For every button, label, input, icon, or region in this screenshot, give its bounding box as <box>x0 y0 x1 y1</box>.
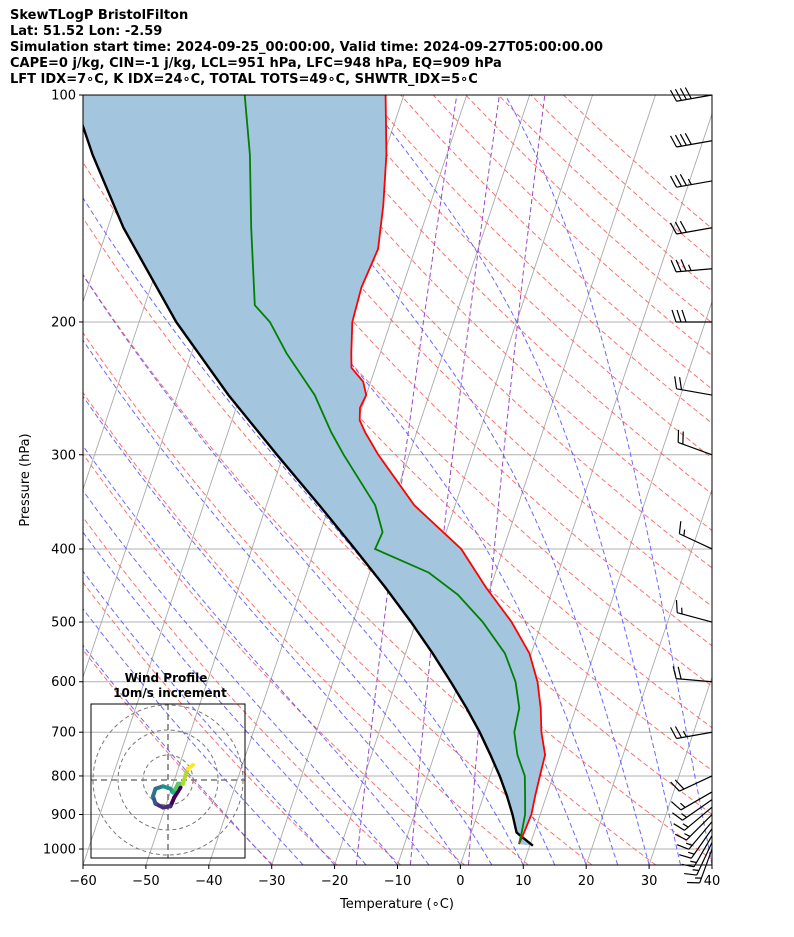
wind-barb <box>679 828 713 859</box>
wind-barb <box>669 87 713 102</box>
dry-adiabat-line <box>172 95 712 647</box>
moist-adiabat-line <box>83 395 461 865</box>
wind-barb <box>671 309 712 323</box>
isotherm-line <box>522 300 712 865</box>
dry-adiabat-line <box>83 107 712 772</box>
wind-barb <box>681 835 713 868</box>
dry-adiabat-line <box>335 95 712 459</box>
moist-adiabat-line <box>504 95 712 865</box>
cin-shading <box>83 95 546 846</box>
y-tick-label: 400 <box>51 542 76 557</box>
y-tick-label: 500 <box>51 616 76 631</box>
index-info: LFT IDX=7∘C, K IDX=24∘C, TOTAL TOTS=49∘C… <box>10 72 478 87</box>
dry-adiabat-line <box>367 95 712 424</box>
wind-barb <box>669 726 713 740</box>
inset-title: Wind Profile <box>125 671 208 685</box>
x-axis-label: Temperature (∘C) <box>339 897 454 912</box>
wind-barb <box>669 174 713 188</box>
isotherm-line <box>83 95 153 304</box>
wind-profile-inset: Wind Profile 10m/s increment <box>90 671 246 859</box>
moist-adiabat-line <box>83 339 493 865</box>
wind-barb <box>673 806 713 831</box>
hodograph-segment <box>186 763 195 771</box>
isotherm-line <box>711 863 712 865</box>
wind-barb <box>669 220 713 235</box>
inset-subtitle: 10m/s increment <box>113 686 227 700</box>
x-tick-label: 30 <box>641 874 658 889</box>
moist-adiabat-line <box>83 570 335 865</box>
dewpoint-line <box>243 95 526 845</box>
wind-barb <box>669 133 713 148</box>
wind-barb <box>678 521 713 550</box>
y-tick-label: 100 <box>51 89 76 104</box>
time-info: Simulation start time: 2024-09-25_00:00:… <box>10 40 603 55</box>
dry-adiabat-line <box>530 95 712 260</box>
station-title: SkewTLogP BristolFilton <box>10 8 189 23</box>
moist-adiabat-line <box>83 607 304 865</box>
x-tick-label: 40 <box>704 874 721 889</box>
temperature-line <box>350 95 547 845</box>
x-tick-label: 20 <box>578 874 595 889</box>
wind-barb <box>684 842 713 876</box>
x-tick-label: −20 <box>321 874 348 889</box>
x-tick-label: −40 <box>195 874 222 889</box>
lat-lon: Lat: 51.52 Lon: -2.59 <box>10 24 163 39</box>
dry-adiabat-line <box>563 95 712 230</box>
wind-barb <box>670 259 713 273</box>
wind-barb <box>670 791 713 811</box>
x-tick-label: −10 <box>384 874 411 889</box>
isotherm-line <box>334 95 593 865</box>
wind-barb <box>671 799 713 821</box>
dry-adiabat-line <box>83 391 529 865</box>
dry-adiabat-line <box>83 581 338 865</box>
y-tick-label: 900 <box>51 808 76 823</box>
dry-adiabat-line <box>83 648 274 865</box>
dry-adiabat-line <box>139 95 712 687</box>
moist-adiabat-line <box>83 644 273 865</box>
dry-adiabat-line <box>83 273 657 865</box>
y-tick-label: 600 <box>51 675 76 690</box>
parcel-line <box>83 122 534 847</box>
dry-adiabat-line <box>204 95 712 608</box>
cape-info: CAPE=0 j/kg, CIN=-1 j/kg, LCL=951 hPa, L… <box>10 56 502 71</box>
wind-barb <box>676 821 713 850</box>
x-tick-label: −50 <box>132 874 159 889</box>
y-tick-label: 300 <box>51 448 76 463</box>
moist-adiabat-line <box>362 95 681 865</box>
y-tick-label: 800 <box>51 769 76 784</box>
dry-adiabat-line <box>83 453 465 865</box>
wind-barb <box>674 376 713 396</box>
wind-barb <box>675 600 713 623</box>
inset-frame <box>90 703 246 859</box>
y-tick-label: 700 <box>51 726 76 741</box>
wind-barb <box>670 775 713 792</box>
wind-barb <box>674 814 713 841</box>
moist-adiabat-line <box>147 95 619 865</box>
x-tick-label: −30 <box>258 874 285 889</box>
x-tick-label: −60 <box>69 874 96 889</box>
y-tick-label: 1000 <box>43 843 76 858</box>
isotherm-line <box>585 488 712 865</box>
dry-adiabat-line <box>400 95 712 390</box>
isotherm-line <box>83 95 90 116</box>
moist-adiabat-line <box>83 274 524 865</box>
y-axis-label: Pressure (hPa) <box>18 433 33 526</box>
wind-barb <box>677 429 713 456</box>
wind-barb <box>687 848 713 884</box>
y-tick-label: 200 <box>51 315 76 330</box>
isotherm-line <box>648 675 712 865</box>
x-tick-label: 0 <box>456 874 464 889</box>
moist-adiabat-line <box>83 445 430 865</box>
chart-header: SkewTLogP BristolFilton Lat: 51.52 Lon: … <box>10 8 603 88</box>
isotherm-line <box>397 95 656 865</box>
dry-adiabat-line <box>237 95 712 569</box>
dry-adiabat-line <box>83 331 593 865</box>
x-tick-label: 10 <box>515 874 532 889</box>
wind-barb <box>672 666 713 683</box>
mixing-ratio-line <box>409 95 500 865</box>
dry-adiabat-line <box>270 95 712 532</box>
